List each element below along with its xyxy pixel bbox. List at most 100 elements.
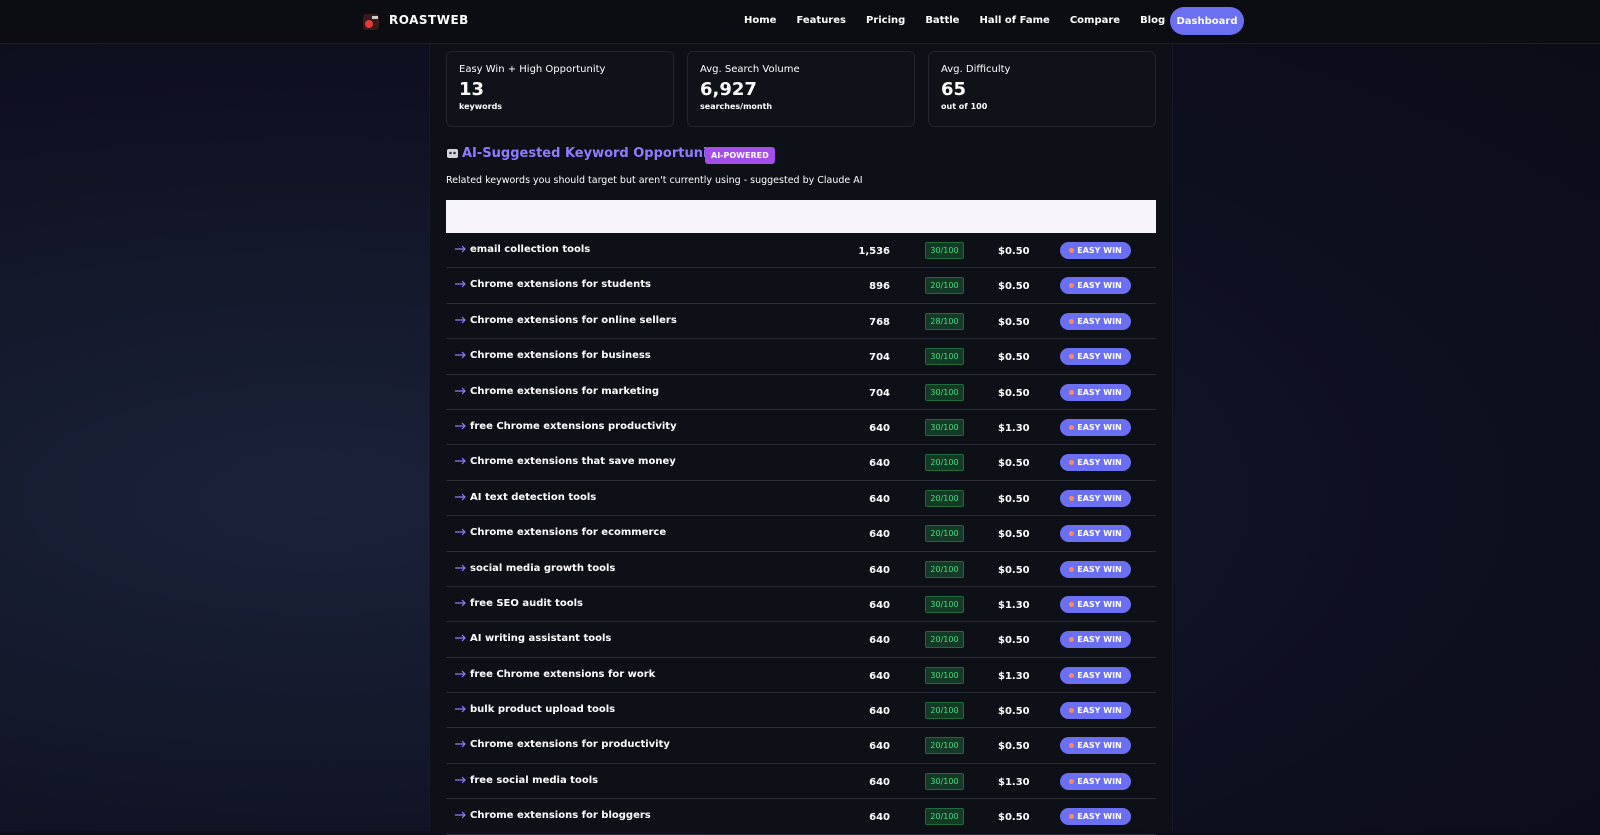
nav-link[interactable]: Features <box>796 15 846 26</box>
arrow-icon <box>455 811 466 819</box>
badge-icon <box>1069 460 1075 466</box>
easy-win-badge: EASY WIN <box>1060 560 1131 578</box>
badge-text: EASY WIN <box>1077 599 1122 609</box>
search-volume: 640 <box>869 635 890 647</box>
table-row: Chrome extensions for ecommerce 640 20/100… <box>446 516 1156 552</box>
badge-icon <box>1069 601 1075 607</box>
table-row: email collection tools 1,536 30/100 $0.50 EA… <box>446 233 1156 269</box>
ai-badge: AI-POWERED <box>705 147 775 164</box>
badge-icon <box>1069 318 1075 324</box>
section-title: AI-Suggested Keyword Opportunities <box>462 146 735 161</box>
cpc: $0.50 <box>998 812 1030 824</box>
keyword: Chrome extensions for marketing <box>470 385 660 397</box>
search-volume: 704 <box>869 352 890 364</box>
badge-text: EASY WIN <box>1077 387 1122 397</box>
easy-win-badge: EASY WIN <box>1060 489 1131 507</box>
badge-text: EASY WIN <box>1077 776 1122 786</box>
nav-link[interactable]: Home <box>744 15 777 26</box>
difficulty: 30/100 <box>925 348 964 366</box>
cpc: $0.50 <box>998 246 1030 257</box>
badge-icon <box>1069 248 1075 253</box>
difficulty: 28/100 <box>925 312 964 330</box>
badge-text: EASY WIN <box>1077 670 1122 680</box>
badge-icon <box>1069 778 1075 784</box>
table-row: free SEO audit tools 640 30/100 $1.30 EASY W… <box>446 587 1156 623</box>
nav-links: Home Features Pricing Battle Hall of Fame Com… <box>744 15 1227 26</box>
cpc: $0.50 <box>998 493 1030 505</box>
table-row: social media growth tools 640 20/100 $0.50 E… <box>446 552 1156 587</box>
nav-link[interactable]: Battle <box>925 15 960 26</box>
search-volume: 640 <box>869 599 890 611</box>
arrow-icon <box>455 705 466 713</box>
keyword: AI text detection tools <box>470 491 597 503</box>
cpc: $1.30 <box>998 776 1030 788</box>
difficulty: 30/100 <box>925 772 964 790</box>
table-row: Chrome extensions for marketing 704 30/100… <box>446 375 1156 410</box>
badge-text: EASY WIN <box>1077 281 1122 291</box>
table-row: AI text detection tools 640 20/100 $0.50 EAS… <box>446 481 1156 517</box>
stat-label: Easy Win + High Opportunity <box>459 64 606 75</box>
difficulty: 30/100 <box>925 242 964 259</box>
arrow-icon <box>455 564 466 571</box>
difficulty: 20/100 <box>925 560 964 578</box>
navbar: ROASTWEB Home Features Pricing Battle Hall o… <box>0 0 1600 44</box>
arrow-icon <box>455 493 466 501</box>
dashboard-button[interactable]: Dashboard <box>1170 7 1244 35</box>
keyword: Chrome extensions for ecommerce <box>470 527 667 539</box>
difficulty: 30/100 <box>925 418 964 436</box>
cpc: $0.50 <box>998 529 1030 541</box>
cpc: $0.50 <box>998 352 1030 364</box>
nav-link[interactable]: Blog <box>1140 15 1166 26</box>
search-volume: 640 <box>869 564 890 576</box>
cpc: $1.30 <box>998 599 1030 611</box>
arrow-icon <box>455 280 466 288</box>
easy-win-badge: EASY WIN <box>1060 525 1131 543</box>
table-header <box>446 200 1156 233</box>
search-volume: 640 <box>869 776 890 788</box>
badge-icon <box>1069 708 1075 714</box>
badge-text: EASY WIN <box>1077 706 1122 716</box>
keyword: Chrome extensions for productivity <box>470 739 670 751</box>
search-volume: 640 <box>869 670 890 682</box>
keyword: Chrome extensions for online sellers <box>470 314 677 326</box>
easy-win-badge: EASY WIN <box>1060 418 1131 436</box>
table-row: Chrome extensions for business 704 30/100 $… <box>446 339 1156 375</box>
easy-win-badge: EASY WIN <box>1060 312 1131 330</box>
cpc: $0.50 <box>998 741 1030 753</box>
stat-unit: out of 100 <box>941 102 988 111</box>
content-panel <box>429 44 1173 831</box>
badge-icon <box>1069 637 1075 643</box>
difficulty: 30/100 <box>925 383 964 401</box>
badge-text: EASY WIN <box>1077 246 1122 255</box>
easy-win-badge: EASY WIN <box>1060 348 1131 366</box>
table-row: free Chrome extensions productivity 640 30… <box>446 410 1156 446</box>
easy-win-badge: EASY WIN <box>1060 666 1131 684</box>
cpc: $0.50 <box>998 635 1030 647</box>
nav-link[interactable]: Compare <box>1069 15 1121 26</box>
easy-win-badge: EASY WIN <box>1060 631 1131 649</box>
cpc: $1.30 <box>998 422 1030 434</box>
keyword: email collection tools <box>470 244 591 255</box>
cpc: $0.50 <box>998 316 1030 328</box>
keyword-table: email collection tools 1,536 30/100 $0.50 EA… <box>446 233 1156 835</box>
arrow-icon <box>455 387 466 394</box>
table-row: free social media tools 640 30/100 $1.30 EAS… <box>446 764 1156 800</box>
badge-icon <box>1069 672 1075 678</box>
difficulty: 20/100 <box>925 631 964 649</box>
badge-text: EASY WIN <box>1077 741 1122 751</box>
arrow-icon <box>455 245 466 253</box>
stat-unit: keywords <box>459 102 503 111</box>
badge-text: EASY WIN <box>1077 422 1122 432</box>
badge-icon <box>1069 389 1075 395</box>
badge-text: EASY WIN <box>1077 564 1122 574</box>
arrow-icon <box>455 528 466 536</box>
brand[interactable]: ROASTWEB <box>389 13 469 27</box>
search-volume: 640 <box>869 422 890 434</box>
nav-link[interactable]: Pricing <box>865 15 906 26</box>
easy-win-badge: EASY WIN <box>1060 737 1131 755</box>
nav-link[interactable]: Hall of Fame <box>979 15 1050 26</box>
table-row: Chrome extensions for productivity 640 20/… <box>446 728 1156 764</box>
arrow-icon <box>455 776 466 784</box>
keyword: Chrome extensions that save money <box>470 456 676 468</box>
